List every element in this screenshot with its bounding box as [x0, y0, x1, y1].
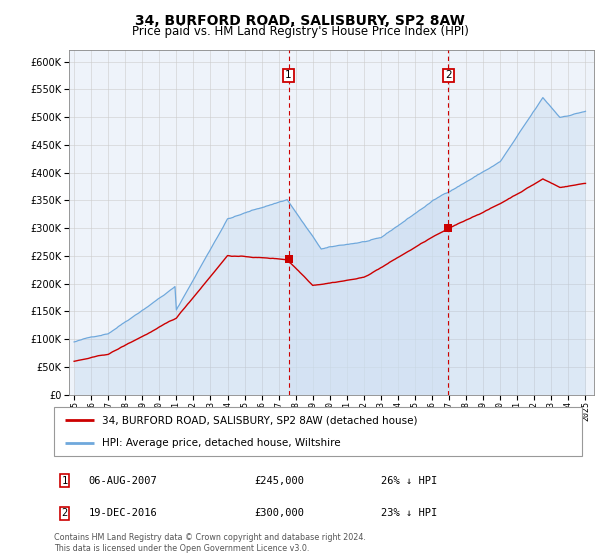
Text: Contains HM Land Registry data © Crown copyright and database right 2024.
This d: Contains HM Land Registry data © Crown c…: [54, 533, 366, 553]
Text: 34, BURFORD ROAD, SALISBURY, SP2 8AW (detached house): 34, BURFORD ROAD, SALISBURY, SP2 8AW (de…: [101, 416, 417, 426]
Text: 1: 1: [61, 476, 68, 486]
Text: 23% ↓ HPI: 23% ↓ HPI: [382, 508, 437, 518]
Text: 2: 2: [61, 508, 68, 518]
Text: 06-AUG-2007: 06-AUG-2007: [88, 476, 157, 486]
Text: £300,000: £300,000: [254, 508, 305, 518]
Text: £245,000: £245,000: [254, 476, 305, 486]
Text: 26% ↓ HPI: 26% ↓ HPI: [382, 476, 437, 486]
Text: 19-DEC-2016: 19-DEC-2016: [88, 508, 157, 518]
Text: Price paid vs. HM Land Registry's House Price Index (HPI): Price paid vs. HM Land Registry's House …: [131, 25, 469, 38]
Text: 2: 2: [445, 71, 452, 81]
Text: 34, BURFORD ROAD, SALISBURY, SP2 8AW: 34, BURFORD ROAD, SALISBURY, SP2 8AW: [135, 14, 465, 28]
Text: HPI: Average price, detached house, Wiltshire: HPI: Average price, detached house, Wilt…: [101, 438, 340, 448]
Text: 1: 1: [285, 71, 292, 81]
